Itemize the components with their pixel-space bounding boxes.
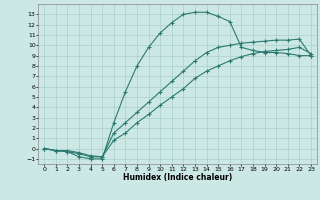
X-axis label: Humidex (Indice chaleur): Humidex (Indice chaleur) (123, 173, 232, 182)
